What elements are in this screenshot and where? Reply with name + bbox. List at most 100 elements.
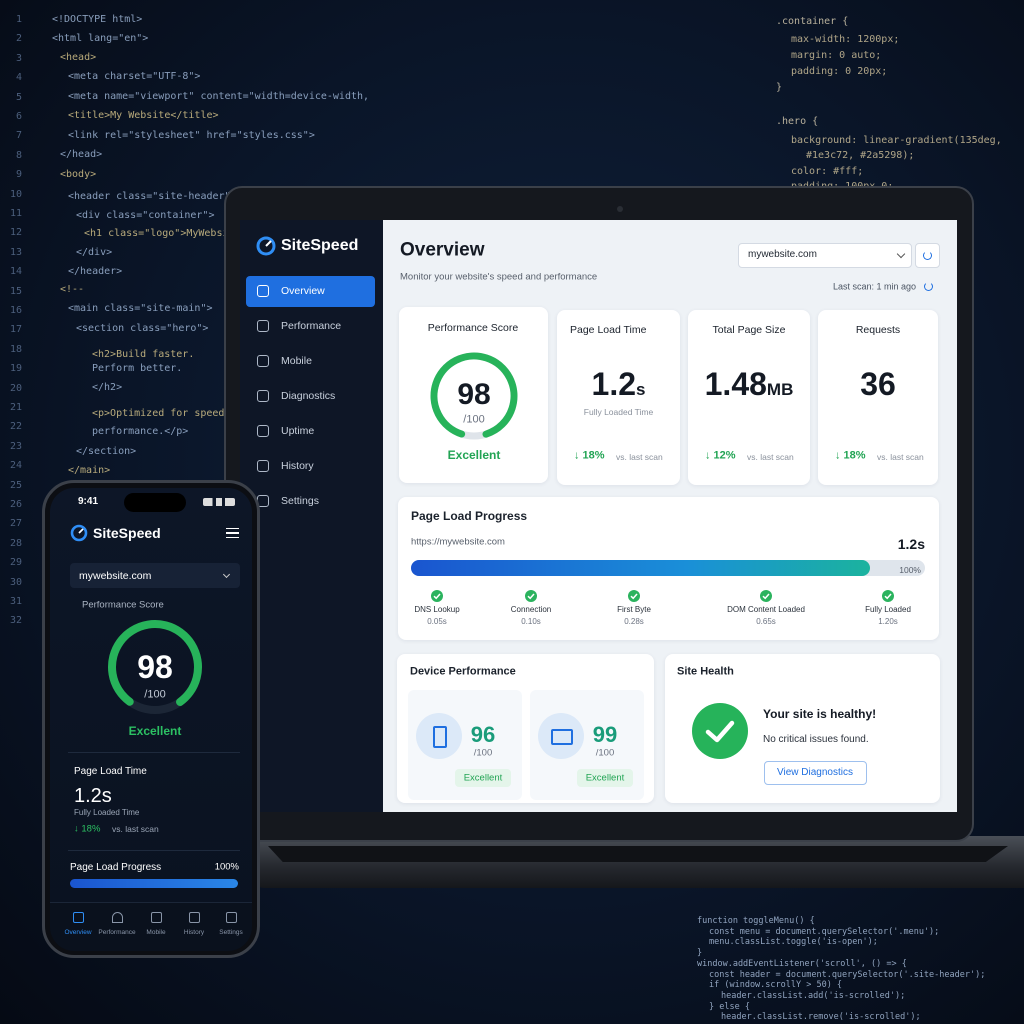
load-value: 1.2s: [74, 785, 112, 807]
health-icon: [692, 703, 748, 759]
metric-change: ↓ 18%: [835, 449, 866, 462]
refresh-icon: [923, 251, 932, 260]
nav-item[interactable]: Overview: [281, 284, 325, 297]
site-select[interactable]: [738, 243, 912, 268]
line-number: 4: [15, 72, 22, 84]
check-mark: [433, 593, 441, 600]
code-line: #1e3c72, #2a5298);: [806, 150, 915, 161]
site-select[interactable]: [70, 563, 240, 588]
step-check: [628, 590, 640, 602]
metric-number: 36: [860, 366, 896, 402]
line-number: 18: [9, 343, 22, 355]
code-line: <!--: [60, 284, 85, 295]
nav-item[interactable]: Settings: [281, 494, 319, 507]
device-rating: Excellent: [463, 772, 503, 784]
card-title: Performance Score: [427, 321, 519, 334]
line-number: 11: [9, 208, 22, 219]
metric-value: 36: [860, 368, 896, 400]
card-title: Page Load Time: [570, 323, 647, 336]
nav-item[interactable]: Diagnostics: [281, 389, 336, 402]
health-detail: No critical issues found.: [763, 734, 869, 745]
progress-bar: [70, 879, 238, 888]
brand-logo: [70, 524, 88, 542]
tab-label[interactable]: History: [183, 928, 205, 936]
code-line: header.classList.remove('is-scrolled');: [721, 1012, 921, 1023]
line-number: 1: [15, 14, 22, 25]
last-scan: Last scan: 1 min ago: [832, 281, 916, 292]
check-mark: [630, 593, 638, 600]
page-subtitle: Monitor your website's speed and perform…: [400, 271, 598, 283]
line-number: 5: [15, 91, 22, 103]
metric-compare: vs. last scan: [747, 451, 794, 462]
nav-item[interactable]: Mobile: [281, 354, 312, 367]
progress-url: https://mywebsite.com: [411, 536, 505, 548]
health-button[interactable]: [764, 761, 867, 785]
page-title: Overview: [400, 239, 485, 261]
code-line: <head>: [60, 52, 97, 63]
tab-icon: [73, 912, 84, 923]
nav-item[interactable]: Performance: [281, 319, 342, 332]
card-title: Total Page Size: [712, 323, 786, 336]
code-line: .hero {: [776, 116, 819, 127]
menu-button[interactable]: [226, 528, 239, 538]
score-title: Performance Score: [82, 599, 164, 611]
score-value: 98: [137, 649, 173, 685]
logo-needle: [265, 240, 272, 247]
score-max: /100: [144, 688, 166, 701]
divider: [68, 752, 240, 753]
step-label: Connection: [510, 605, 552, 614]
code-line: </head>: [60, 149, 103, 160]
progress-total: 1.2s: [897, 536, 925, 552]
device-max: /100: [473, 747, 493, 759]
nav-icon: [257, 285, 269, 297]
brand-logo: [256, 236, 276, 256]
device-icon: [551, 729, 573, 745]
tab-label[interactable]: Overview: [64, 928, 92, 936]
code-line: color: #fff;: [791, 166, 864, 177]
code-line: background: linear-gradient(135deg,: [791, 135, 1002, 146]
progress-title: Page Load Progress: [70, 862, 162, 873]
tab-label[interactable]: Mobile: [146, 928, 166, 936]
load-caption: Fully Loaded Time: [74, 808, 140, 817]
card-title: Page Load Progress: [411, 509, 528, 523]
tab-label[interactable]: Settings: [219, 928, 243, 936]
nav-item[interactable]: History: [281, 459, 314, 472]
sidebar: [240, 220, 383, 812]
progress-fill: [411, 560, 870, 576]
code-line: </section>: [76, 446, 137, 457]
code-line: <div class="container">: [76, 210, 215, 221]
code-line: </header>: [68, 266, 123, 277]
progress-percent: 100%: [214, 861, 239, 873]
tab-label[interactable]: Performance: [98, 928, 136, 936]
code-line: <body>: [60, 169, 97, 180]
device-max: /100: [595, 747, 615, 759]
load-compare: vs. last scan: [112, 823, 159, 834]
line-number: 17: [9, 324, 22, 336]
logo-needle: [78, 528, 84, 534]
code-line: performance.</p>: [92, 426, 189, 437]
nav-icon: [257, 320, 269, 332]
line-number: 12: [9, 227, 22, 239]
step-check: [760, 590, 772, 602]
check-mark: [884, 593, 892, 600]
card: [818, 310, 938, 485]
line-number: 19: [9, 363, 22, 375]
device-icon: [433, 726, 447, 748]
code-line: Perform better.: [92, 363, 183, 374]
step-label: First Byte: [617, 605, 651, 614]
code-line: <main class="site-main">: [68, 303, 213, 314]
step-label: DOM Content Loaded: [727, 605, 805, 614]
code-line: if (window.scrollY > 50) {: [709, 979, 843, 990]
score-rating: Excellent: [128, 724, 182, 738]
line-number: 8: [15, 149, 22, 161]
code-line: <h1 class="logo">MyWebsite: [84, 228, 241, 239]
step-label: DNS Lookup: [414, 605, 460, 614]
code-line: <meta charset="UTF-8">: [68, 71, 201, 82]
nav-item[interactable]: Uptime: [281, 424, 315, 437]
code-line: <title>My Website</title>: [68, 110, 219, 121]
metric-change: ↓ 18%: [574, 449, 605, 462]
line-number: 9: [15, 169, 22, 181]
code-line: max-width: 1200px;: [791, 34, 900, 45]
step-time: 1.20s: [878, 617, 898, 626]
brand-name: SiteSpeed: [93, 525, 161, 541]
